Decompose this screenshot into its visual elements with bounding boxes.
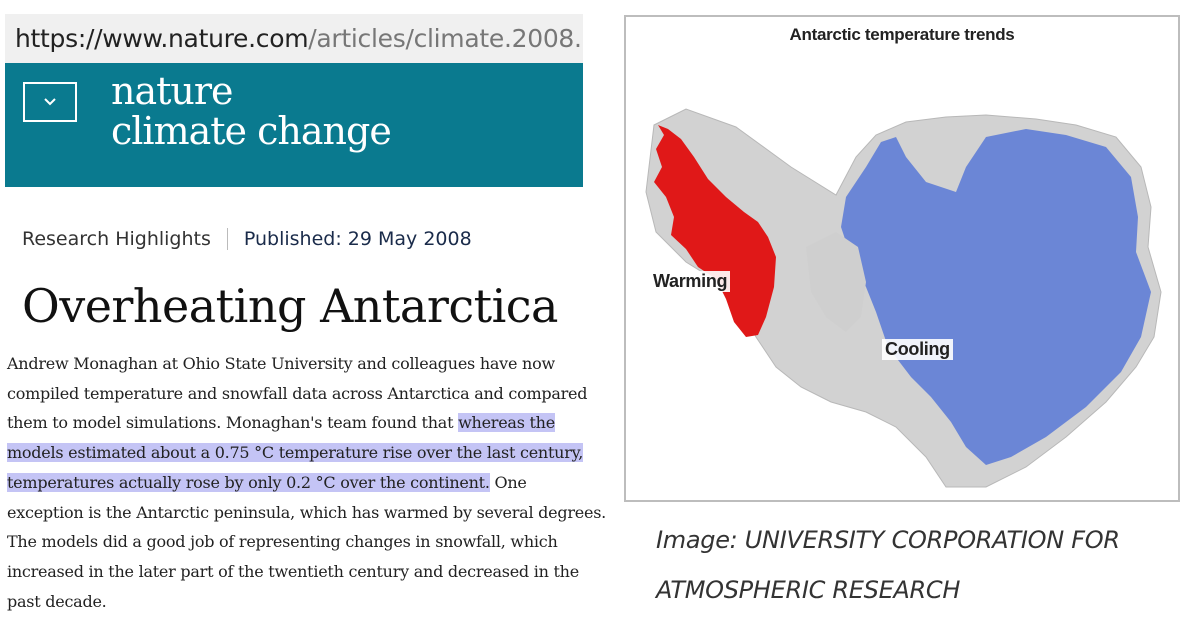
logo-line-climate-change: climate change [111,109,392,153]
antarctica-map [626,17,1178,500]
url-host: https://www.nature.com [15,24,309,53]
journal-logo[interactable]: nature climate change [111,69,392,153]
journal-header: nature climate change [5,63,583,187]
url-path: /articles/climate.2008.51 [308,24,583,53]
article-meta: Research Highlights Published: 29 May 20… [22,226,472,252]
published-date-value: 29 May 2008 [347,228,472,250]
body-text-end: One exception is the Antarctic peninsula… [7,472,606,611]
figure-caption: Image: UNIVERSITY CORPORATION FOR ATMOSP… [656,526,1120,604]
meta-divider [226,228,228,250]
published-date: Published: 29 May 2008 [244,226,472,252]
chevron-down-icon [44,98,56,106]
ice-shelf-ross [806,232,866,332]
article-body: Andrew Monaghan at Ohio State University… [7,349,607,616]
warming-label: Warming [650,271,731,292]
figure-title: Antarctic temperature trends [789,25,1015,44]
cooling-label: Cooling [882,339,953,360]
warming-region [654,125,776,337]
address-bar[interactable]: https://www.nature.com/articles/climate.… [5,14,583,64]
body-text-start: Andrew Monaghan at Ohio State University… [7,354,588,433]
menu-button[interactable] [23,82,77,122]
cooling-region [841,129,1151,465]
logo-line-nature: nature [111,69,234,113]
antarctica-figure: Antarctic temperature trends Warming Coo… [624,15,1180,502]
article-title: Overheating Antarctica [22,279,558,333]
article-type: Research Highlights [22,228,211,250]
published-label: Published: [243,228,348,250]
